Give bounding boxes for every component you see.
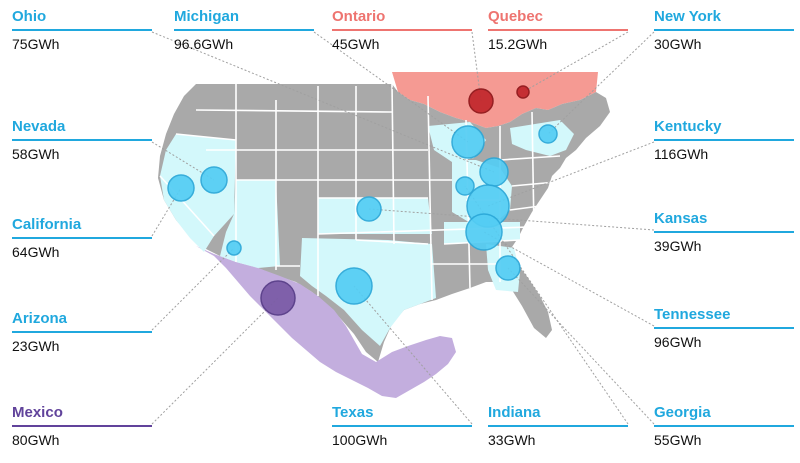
- canada-ontario-quebec-area: [392, 72, 598, 128]
- region-name: Tennessee: [654, 306, 731, 323]
- label-underline: [654, 425, 794, 427]
- label-underline: [332, 425, 472, 427]
- region-value: 100GWh: [332, 432, 388, 448]
- state-border-9: [175, 133, 237, 141]
- region-name: Michigan: [174, 8, 240, 25]
- leader-line-tennessee: [483, 231, 655, 327]
- state-border-14: [317, 225, 561, 235]
- bubble-indiana: [455, 176, 475, 196]
- region-value: 30GWh: [654, 36, 702, 52]
- label-underline: [654, 139, 794, 141]
- label-arizona: Arizona 23GWh: [12, 310, 152, 355]
- label-georgia: Georgia 55GWh: [654, 404, 794, 449]
- region-name: Mexico: [12, 404, 63, 421]
- region-name: California: [12, 216, 82, 233]
- region-value: 64GWh: [12, 244, 60, 260]
- region-value: 80GWh: [12, 432, 60, 448]
- label-quebec: Quebec 15.2GWh: [488, 8, 628, 53]
- bubble-texas: [335, 267, 373, 305]
- region-value: 55GWh: [654, 432, 702, 448]
- label-tennessee: Tennessee 96GWh: [654, 306, 794, 351]
- label-indiana: Indiana 33GWh: [488, 404, 628, 449]
- state-border-5: [427, 95, 433, 301]
- region-name: Ontario: [332, 8, 386, 25]
- label-texas: Texas 100GWh: [332, 404, 472, 449]
- bubble-tennessee: [465, 213, 503, 251]
- state-border-10: [195, 109, 393, 113]
- label-underline: [12, 237, 152, 239]
- label-underline: [174, 29, 314, 31]
- region-name: Arizona: [12, 310, 68, 327]
- bubble-arizona: [226, 240, 242, 256]
- state-border-19: [499, 155, 561, 161]
- state-border-4: [391, 83, 395, 245]
- leader-line-georgia: [507, 267, 655, 425]
- label-underline: [12, 331, 152, 333]
- leader-line-mexico: [151, 297, 279, 425]
- region-name: Georgia: [654, 404, 711, 421]
- leader-line-california: [151, 187, 182, 237]
- region-value: 96GWh: [654, 334, 702, 350]
- region-name: Texas: [332, 404, 374, 421]
- bubbles: [167, 85, 558, 316]
- label-underline: [488, 29, 628, 31]
- region-value: 23GWh: [12, 338, 60, 354]
- region-name: Ohio: [12, 8, 47, 25]
- label-underline: [654, 29, 794, 31]
- leader-line-quebec: [522, 31, 629, 93]
- leader-line-arizona: [151, 247, 235, 331]
- bubble-michigan: [451, 125, 485, 159]
- region-name: Kentucky: [654, 118, 722, 135]
- bubble-nevada: [200, 166, 228, 194]
- bubble-quebec: [516, 85, 530, 99]
- label-underline: [12, 139, 152, 141]
- region-value: 45GWh: [332, 36, 380, 52]
- region-value: 75GWh: [12, 36, 60, 52]
- region-name: Nevada: [12, 118, 66, 135]
- bubble-ohio: [479, 157, 509, 187]
- state-border-8: [531, 111, 535, 231]
- label-underline: [654, 327, 794, 329]
- bubble-california: [167, 174, 195, 202]
- region-name: Kansas: [654, 210, 708, 227]
- leader-line-new-york: [547, 31, 655, 135]
- region-value: 96.6GWh: [174, 36, 234, 52]
- label-underline: [488, 425, 628, 427]
- label-michigan: Michigan 96.6GWh: [174, 8, 314, 53]
- state-border-18: [355, 239, 429, 245]
- label-kansas: Kansas 39GWh: [654, 210, 794, 255]
- leader-line-ohio: [151, 31, 495, 173]
- label-underline: [12, 29, 152, 31]
- bubble-ontario: [468, 88, 494, 114]
- region-name: New York: [654, 8, 721, 25]
- region-value: 15.2GWh: [488, 36, 548, 52]
- region-value: 39GWh: [654, 238, 702, 254]
- bubble-kansas: [356, 196, 382, 222]
- label-nevada: Nevada 58GWh: [12, 118, 152, 163]
- bubble-georgia: [495, 255, 521, 281]
- label-mexico: Mexico 80GWh: [12, 404, 152, 449]
- mexico-landmass: [196, 246, 456, 398]
- label-underline: [12, 425, 152, 427]
- label-ohio: Ohio 75GWh: [12, 8, 152, 53]
- region-value: 58GWh: [12, 146, 60, 162]
- label-underline: [332, 29, 472, 31]
- label-kentucky: Kentucky 116GWh: [654, 118, 794, 163]
- leader-line-kentucky: [487, 141, 655, 207]
- bubble-new-york: [538, 124, 558, 144]
- leader-line-michigan: [313, 31, 469, 143]
- state-borders: [159, 83, 561, 301]
- region-value: 116GWh: [654, 146, 709, 162]
- region-name: Quebec: [488, 8, 544, 25]
- label-underline: [654, 231, 794, 233]
- label-california: California 64GWh: [12, 216, 152, 261]
- bubble-mexico: [260, 280, 296, 316]
- label-ontario: Ontario 45GWh: [332, 8, 472, 53]
- state-border-21: [509, 205, 541, 211]
- region-name: Indiana: [488, 404, 541, 421]
- region-value: 33GWh: [488, 432, 536, 448]
- highlight-state-0: [160, 134, 236, 252]
- label-new-york: New York 30GWh: [654, 8, 794, 53]
